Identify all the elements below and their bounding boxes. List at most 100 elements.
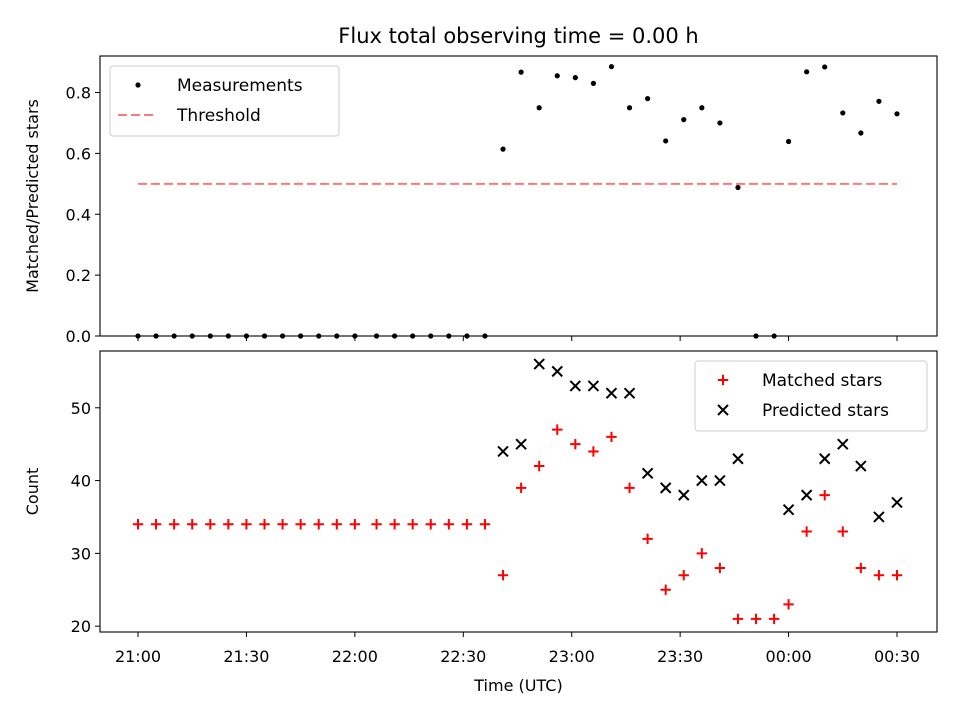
legend-swatch (717, 404, 729, 416)
data-point (819, 489, 830, 501)
x-tick-label: 22:00 (332, 647, 378, 666)
x-tick-label: 23:00 (549, 647, 595, 666)
data-point (659, 482, 672, 494)
series-predicted-stars (497, 358, 903, 523)
legend: Matched stars Predicted stars (694, 360, 928, 432)
data-point (873, 511, 885, 523)
data-point (225, 333, 231, 339)
data-point (392, 333, 398, 339)
data-point (150, 519, 162, 530)
data-point (855, 460, 867, 472)
data-point (660, 584, 671, 595)
data-point (891, 570, 903, 581)
data-point (642, 533, 653, 545)
data-point (588, 446, 599, 457)
data-point (425, 519, 436, 530)
data-point (894, 111, 900, 117)
y-axis-label: Matched/Predicted stars (23, 99, 42, 293)
data-point (681, 117, 687, 123)
data-point (608, 64, 615, 70)
legend-label-predicted-stars: Predicted stars (762, 401, 889, 421)
data-point (479, 519, 491, 530)
data-point (500, 146, 506, 152)
data-point (533, 460, 545, 472)
data-point (800, 489, 813, 501)
data-point (623, 387, 636, 399)
y-tick-label: 40 (71, 472, 91, 491)
data-point (168, 519, 180, 530)
data-point (515, 482, 527, 494)
data-point (590, 80, 597, 86)
data-point (714, 562, 726, 574)
x-tick-label: 23:30 (657, 647, 703, 666)
data-point (533, 358, 545, 370)
x-tick-label: 00:00 (766, 647, 812, 666)
y-tick-label: 20 (71, 617, 91, 636)
data-point (678, 489, 690, 501)
data-point (641, 467, 654, 480)
data-point (515, 438, 527, 450)
data-point (605, 387, 618, 399)
data-point (750, 613, 762, 625)
bottom-panel: 20 30 40 50 21:00 21:30 22:00 22:30 23:00 23:30 00… (23, 350, 938, 695)
data-point (298, 333, 304, 339)
plot-area-frame (99, 350, 938, 633)
legend-box (694, 360, 928, 432)
legend-swatch (717, 374, 729, 386)
data-point (735, 184, 741, 191)
data-point (876, 98, 882, 104)
data-point (241, 519, 252, 530)
data-point (663, 138, 669, 144)
legend-label-measurements: Measurements (177, 76, 303, 96)
data-point (536, 105, 542, 111)
data-point (696, 548, 708, 559)
data-point (732, 453, 744, 465)
series-matched-stars (132, 424, 903, 625)
data-point (349, 519, 361, 530)
data-point (552, 424, 563, 435)
data-point (855, 562, 867, 574)
data-point (645, 96, 651, 102)
legend-label-matched-stars: Matched stars (762, 371, 882, 391)
data-point (407, 519, 418, 530)
data-point (714, 474, 726, 487)
data-point (464, 333, 470, 339)
data-point (316, 333, 322, 339)
data-point (858, 130, 864, 136)
y-tick-label: 0.8 (66, 84, 91, 103)
legend-label-threshold: Threshold (176, 106, 261, 126)
data-point (259, 519, 270, 530)
data-point (461, 519, 473, 530)
data-point (822, 64, 828, 70)
data-point (171, 333, 177, 339)
data-point (331, 519, 342, 530)
legend: Measurements Threshold (109, 65, 340, 137)
data-point (279, 333, 286, 339)
data-point (768, 613, 780, 625)
data-point (446, 333, 452, 339)
data-point (782, 503, 795, 516)
data-point (891, 496, 903, 509)
data-point (785, 138, 792, 145)
data-point (840, 110, 846, 116)
data-point (554, 73, 560, 79)
data-point (699, 105, 705, 111)
data-point (373, 333, 380, 339)
top-panel: Flux total observing time = 0.00 h 0.0 0.2… (23, 24, 938, 346)
legend-swatch (135, 82, 141, 88)
data-point (678, 570, 689, 581)
data-point (207, 333, 213, 339)
y-tick-label: 0.0 (66, 327, 91, 346)
data-point (443, 519, 455, 530)
x-tick-label: 21:00 (115, 647, 161, 666)
data-point (572, 75, 578, 81)
legend-box (109, 65, 340, 137)
data-point (223, 519, 234, 530)
data-point (801, 526, 812, 537)
data-point (587, 380, 600, 392)
data-point (261, 333, 268, 339)
data-point (819, 453, 831, 465)
data-point (606, 431, 617, 443)
y-tick-label: 0.2 (66, 266, 91, 285)
data-point (389, 519, 400, 530)
